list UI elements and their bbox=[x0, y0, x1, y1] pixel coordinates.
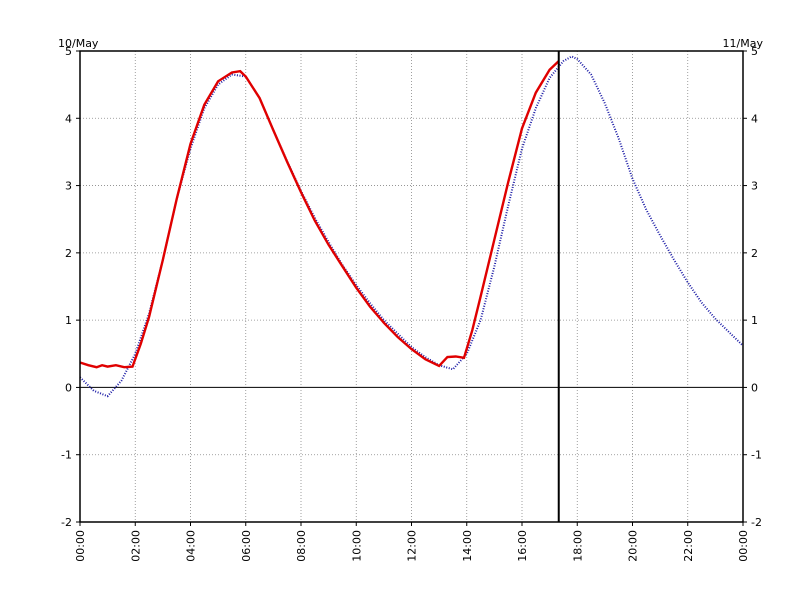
x-tick-label: 04:00 bbox=[185, 530, 198, 562]
x-tick-label: 00:00 bbox=[737, 530, 750, 562]
x-tick-label: 16:00 bbox=[516, 530, 529, 562]
x-tick-label: 02:00 bbox=[129, 530, 142, 562]
y-tick-label-right: -1 bbox=[751, 449, 762, 462]
x-tick-label: 20:00 bbox=[627, 530, 640, 562]
series-line-predicted bbox=[79, 55, 744, 398]
y-tick-label-right: 1 bbox=[751, 314, 758, 327]
x-tick-label: 18:00 bbox=[571, 530, 584, 562]
y-tick-label-left: 2 bbox=[65, 247, 72, 260]
x-tick-label: 08:00 bbox=[295, 530, 308, 562]
y-tick-label-right: 2 bbox=[751, 247, 758, 260]
y-tick-label-right: 3 bbox=[751, 180, 758, 193]
plot-frame bbox=[79, 50, 744, 523]
y-tick-label-left: -2 bbox=[61, 516, 72, 529]
y-tick-label-left: -1 bbox=[61, 449, 72, 462]
date-end-label: 11/May bbox=[723, 37, 764, 50]
y-tick-label-right: 5 bbox=[751, 45, 758, 58]
x-tick-label: 00:00 bbox=[74, 530, 87, 562]
y-tick-label-right: -2 bbox=[751, 516, 762, 529]
y-tick-label-left: 5 bbox=[65, 45, 72, 58]
y-tick-label-left: 4 bbox=[65, 112, 72, 125]
series-line-observed bbox=[79, 60, 560, 369]
x-tick-label: 14:00 bbox=[461, 530, 474, 562]
y-tick-label-left: 1 bbox=[65, 314, 72, 327]
y-tick-label-right: 4 bbox=[751, 112, 758, 125]
y-tick-label-left: 0 bbox=[65, 381, 72, 394]
x-tick-label: 06:00 bbox=[240, 530, 253, 562]
y-tick-label-left: 3 bbox=[65, 180, 72, 193]
x-tick-label: 12:00 bbox=[406, 530, 419, 562]
date-start-label: 10/May bbox=[58, 37, 99, 50]
grid-lines bbox=[80, 51, 743, 522]
y-tick-label-right: 0 bbox=[751, 381, 758, 394]
series-layer bbox=[79, 55, 744, 398]
x-tick-label: 22:00 bbox=[682, 530, 695, 562]
x-tick-label: 10:00 bbox=[350, 530, 363, 562]
tick-layer: -2 -2 -1 -1 0 0 1 1 2 2 3 3 4 4 5 5 00:00 02:00 04:00 06:00… bbox=[61, 45, 762, 562]
